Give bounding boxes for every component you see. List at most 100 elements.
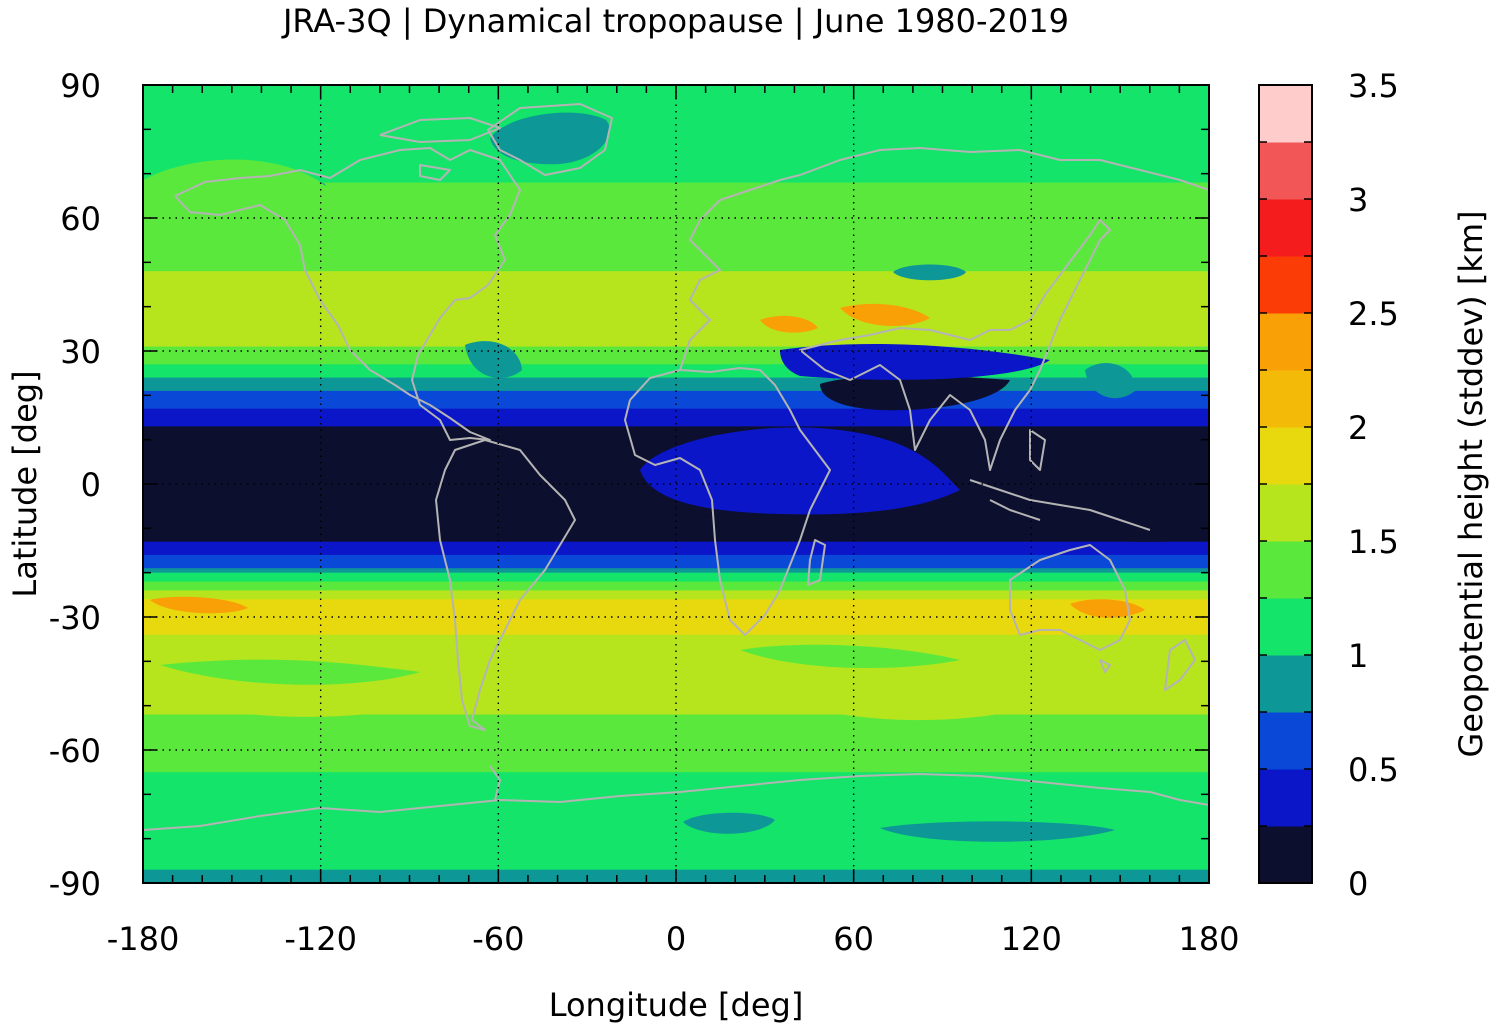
latitude-band <box>143 776 1209 782</box>
latitude-band <box>143 147 1209 153</box>
anomaly-mideast <box>760 315 818 333</box>
latitude-band <box>143 652 1209 658</box>
latitude-band <box>143 803 1209 809</box>
latitude-band <box>143 665 1209 671</box>
coastline-arctic-islands <box>379 117 501 181</box>
colorbar-segment <box>1259 712 1312 770</box>
latitude-band <box>143 834 1209 840</box>
colorbar-segment <box>1259 199 1312 257</box>
latitude-band <box>143 643 1209 649</box>
anomaly-antarctic-east <box>880 821 1115 842</box>
anomaly-india-dark <box>820 375 1010 411</box>
colorbar-segment <box>1259 313 1312 371</box>
latitude-band <box>143 404 1209 410</box>
latitude-band <box>143 812 1209 818</box>
latitude-band <box>143 696 1209 702</box>
latitude-band <box>143 306 1209 312</box>
latitude-band <box>143 249 1209 255</box>
latitude-band <box>143 124 1209 130</box>
latitude-band <box>143 178 1209 184</box>
latitude-band <box>143 430 1209 436</box>
anomaly-south-pacific <box>150 686 450 717</box>
latitude-band <box>143 568 1209 574</box>
latitude-band <box>143 572 1209 578</box>
latitude-band <box>143 435 1209 441</box>
y-tick-label: -60 <box>49 732 101 770</box>
latitude-band <box>143 195 1209 201</box>
latitude-band <box>143 399 1209 405</box>
colorbar-segment <box>1259 427 1312 485</box>
coastline-africa-europe <box>624 174 831 636</box>
latitude-band <box>143 763 1209 769</box>
colorbar-tick-label: 1.5 <box>1348 523 1399 561</box>
anomaly-antarctic-west <box>683 812 775 834</box>
latitude-band <box>143 386 1209 392</box>
latitude-band <box>143 816 1209 822</box>
anomaly-east-asia <box>1085 362 1136 399</box>
colorbar-segment <box>1259 769 1312 827</box>
coastline-madagascar <box>807 539 826 586</box>
latitude-band <box>143 528 1209 534</box>
latitude-band <box>143 359 1209 365</box>
latitude-band <box>143 98 1209 104</box>
latitude-band <box>143 111 1209 117</box>
x-tick-label: 60 <box>833 920 874 958</box>
latitude-band <box>143 342 1209 348</box>
latitude-band <box>143 754 1209 760</box>
latitude-band <box>143 364 1209 370</box>
latitude-band <box>143 581 1209 587</box>
latitude-band <box>143 767 1209 773</box>
y-tick-labels: 90 60 30 0 -30 -60 -90 <box>49 67 101 903</box>
latitude-band <box>143 710 1209 716</box>
colorbar-segment <box>1259 85 1312 143</box>
latitude-band <box>143 515 1209 521</box>
latitude-band <box>143 333 1209 339</box>
latitude-band <box>143 222 1209 228</box>
latitude-band <box>143 781 1209 787</box>
anomaly-south-indian <box>740 644 960 669</box>
latitude-band <box>143 634 1209 640</box>
latitude-band <box>143 142 1209 148</box>
anomaly-siberia <box>893 264 966 281</box>
colorbar-tick-labels: 0 0.5 1 1.5 2 2.5 3 3.5 <box>1348 67 1399 903</box>
latitude-band <box>143 608 1209 614</box>
anomaly-central-asia <box>840 303 930 327</box>
coastlines <box>143 103 1209 831</box>
anomaly-africa-blue <box>640 427 960 515</box>
anomaly-maritime-dark <box>960 460 1209 542</box>
latitude-band <box>143 639 1209 645</box>
anomaly-greenland <box>490 112 610 165</box>
x-tick-label: 0 <box>666 920 686 958</box>
latitude-band <box>143 439 1209 445</box>
anomaly-south-atlantic <box>150 596 248 614</box>
latitude-band <box>143 120 1209 126</box>
latitude-band <box>143 727 1209 733</box>
coastline-maritime <box>969 429 1151 531</box>
latitude-band <box>143 328 1209 334</box>
y-tick-label: 90 <box>60 67 101 105</box>
axis-ticks <box>142 84 1210 884</box>
latitude-band <box>143 151 1209 157</box>
anomaly-australia <box>1070 599 1145 618</box>
latitude-band <box>143 417 1209 423</box>
latitude-band <box>143 390 1209 396</box>
latitude-band <box>143 209 1209 215</box>
latitude-band <box>143 501 1209 507</box>
x-tick-label: 180 <box>1178 920 1239 958</box>
x-tick-label: -180 <box>107 920 180 958</box>
latitude-band <box>143 683 1209 689</box>
latitude-band <box>143 679 1209 685</box>
latitude-band <box>143 351 1209 357</box>
latitude-band <box>143 656 1209 662</box>
latitude-band <box>143 537 1209 543</box>
latitude-band <box>143 204 1209 210</box>
coastline-asia <box>799 147 1209 471</box>
anomaly-south-east <box>760 685 1040 721</box>
x-tick-label: -60 <box>472 920 524 958</box>
figure-title: JRA-3Q | Dynamical tropopause | June 198… <box>281 2 1069 40</box>
x-axis-label: Longitude [deg] <box>549 986 804 1024</box>
colorbar-segment <box>1259 655 1312 713</box>
colorbar-segment <box>1259 484 1312 542</box>
colorbar-tick-label: 2 <box>1348 409 1368 447</box>
coastline-south-america <box>435 439 576 731</box>
